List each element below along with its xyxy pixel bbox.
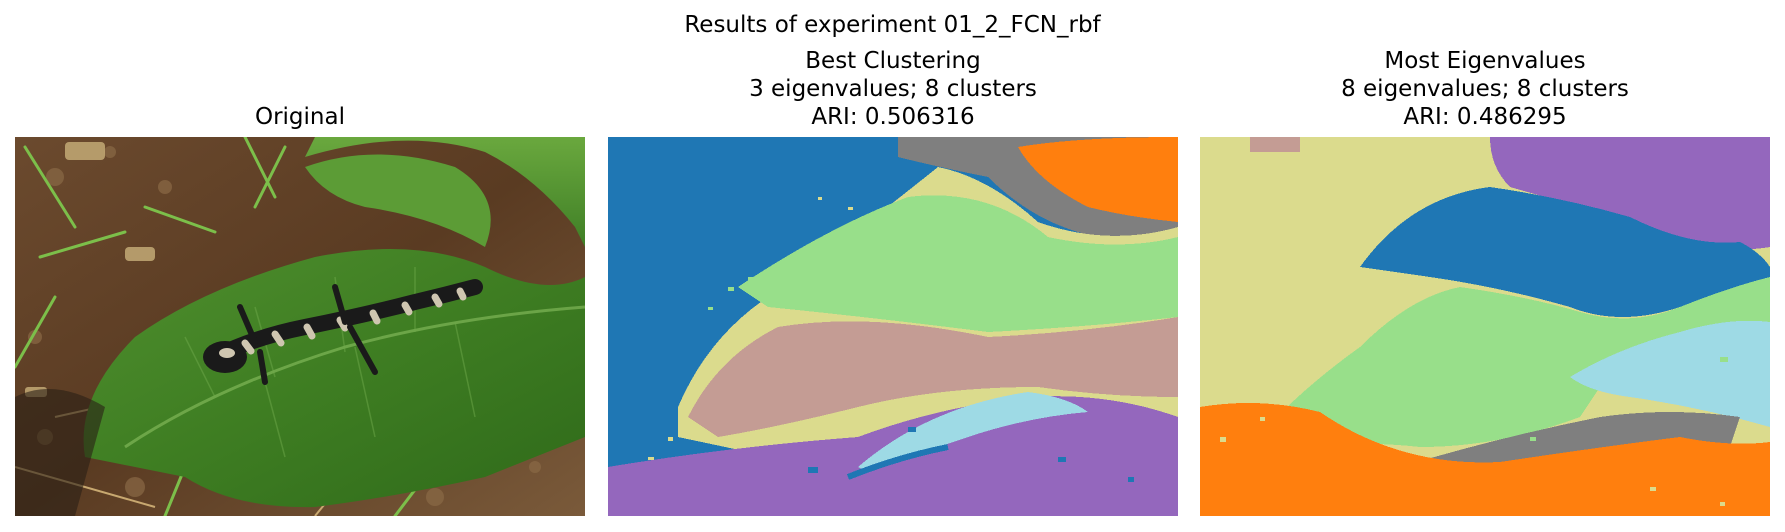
- most-eigenvalues-panel: [1200, 137, 1770, 516]
- figure-title: Results of experiment 01_2_FCN_rbf: [684, 12, 1101, 38]
- panel-title-line: ARI: 0.506316: [811, 104, 975, 130]
- panel-title-line: Best Clustering: [805, 48, 981, 74]
- panel-title-line: Most Eigenvalues: [1384, 48, 1586, 74]
- panel-title-line: 3 eigenvalues; 8 clusters: [749, 76, 1037, 102]
- panel-title-original: Original: [15, 103, 585, 131]
- panel-title-line: Original: [254, 104, 345, 130]
- panel-title-best-clustering: Best Clustering 3 eigenvalues; 8 cluster…: [608, 47, 1178, 131]
- panel-title-line: 8 eigenvalues; 8 clusters: [1341, 76, 1629, 102]
- salamander-photo: [15, 137, 585, 516]
- original-image-panel: [15, 137, 585, 516]
- panel-title-line: ARI: 0.486295: [1403, 104, 1567, 130]
- best-clustering-segmentation: [608, 137, 1178, 516]
- panel-title-most-eigenvalues: Most Eigenvalues 8 eigenvalues; 8 cluste…: [1200, 47, 1770, 131]
- most-eigenvalues-segmentation: [1200, 137, 1770, 516]
- best-clustering-panel: [608, 137, 1178, 516]
